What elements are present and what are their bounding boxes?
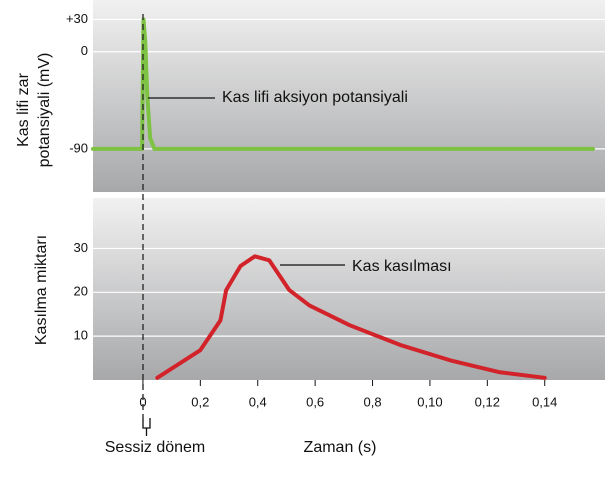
y-label: Kas lifi zar xyxy=(15,72,32,146)
data-line xyxy=(91,17,595,151)
note: Sessiz dönem xyxy=(105,439,206,456)
panel-bottom xyxy=(93,198,605,380)
x-tick-label: 0,6 xyxy=(306,394,324,409)
x-tick-label: 0,12 xyxy=(475,394,500,409)
y-tick-label: 10 xyxy=(74,328,88,343)
bracket xyxy=(142,418,151,436)
y-tick-label: +30 xyxy=(66,11,88,26)
y-label: Kasılma miktarı xyxy=(33,235,50,345)
x-tick-label: 0,2 xyxy=(191,394,209,409)
y-tick-label: 20 xyxy=(74,284,88,299)
panel-top xyxy=(93,0,605,192)
x-tick-label: 0,10 xyxy=(417,394,442,409)
y-label: potansiyali (mV) xyxy=(36,53,53,168)
annotation: Kas lifi aksiyon potansiyali xyxy=(222,89,408,106)
x-tick-label: 0,8 xyxy=(363,394,381,409)
data-line xyxy=(155,254,547,380)
x-tick-label: 0 xyxy=(139,394,146,409)
annotation: Kas kasılması xyxy=(352,258,452,275)
x-label: Zaman (s) xyxy=(304,439,377,456)
x-tick-label: 0,4 xyxy=(249,394,267,409)
y-tick-label: 0 xyxy=(81,43,88,58)
y-tick-label: 30 xyxy=(74,240,88,255)
x-tick-label: 0,14 xyxy=(532,394,557,409)
y-tick-label: -90 xyxy=(69,140,88,155)
